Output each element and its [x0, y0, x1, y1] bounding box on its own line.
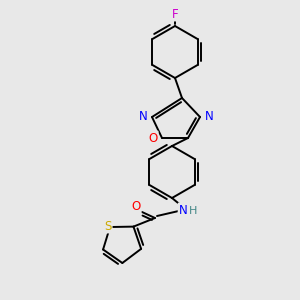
Text: N: N [139, 110, 147, 124]
Text: N: N [178, 203, 188, 217]
Text: O: O [148, 131, 158, 145]
Text: H: H [189, 206, 197, 216]
Text: N: N [205, 110, 213, 124]
Text: O: O [131, 200, 141, 212]
Text: F: F [172, 8, 178, 20]
Text: S: S [104, 220, 112, 232]
